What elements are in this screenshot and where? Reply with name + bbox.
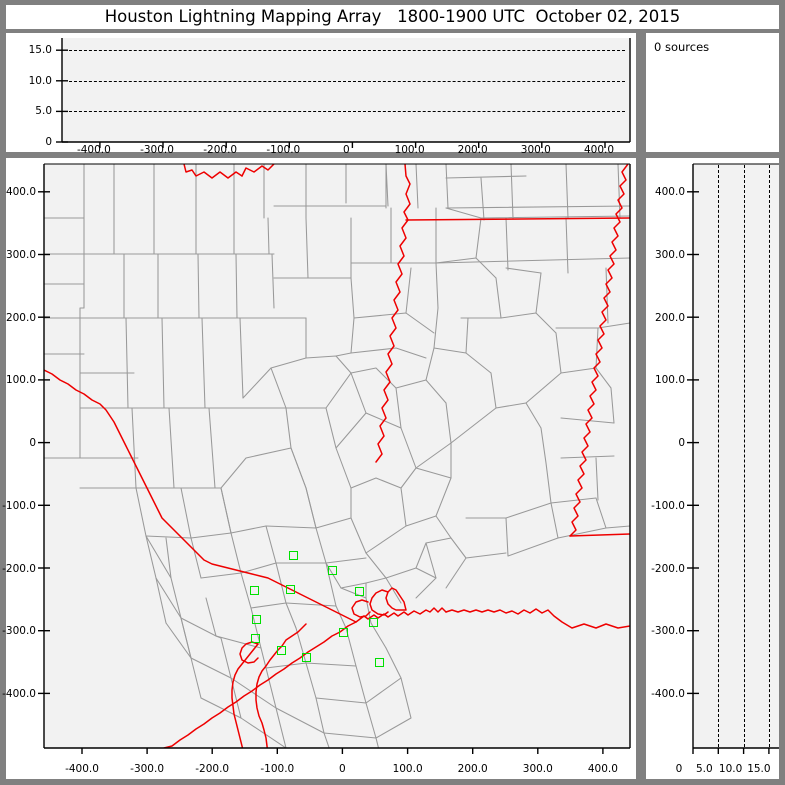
altitude-vs-y-panel[interactable]: 400.0 300.0 200.0 100.0 0 -100.0 -200.0 … bbox=[646, 158, 779, 779]
gridline-5 bbox=[718, 165, 720, 747]
lma-station-marker[interactable] bbox=[369, 618, 378, 627]
hist-ytick--100: -100.0 bbox=[651, 499, 685, 512]
hist-ytick-0: 0 bbox=[678, 437, 685, 450]
lma-station-marker[interactable] bbox=[355, 587, 364, 596]
hist-xtick-15: 15.0 bbox=[747, 763, 771, 775]
map-ytick-100: 100.0 bbox=[5, 374, 36, 387]
hist-ytick-300: 300.0 bbox=[654, 249, 685, 261]
map-xtick-0: 0 bbox=[339, 763, 346, 775]
xtick--200: -200.0 bbox=[203, 144, 238, 156]
source-count-panel[interactable]: 0 sources bbox=[646, 33, 779, 152]
xtick-200: 200.0 bbox=[457, 144, 488, 156]
lma-station-marker[interactable] bbox=[289, 551, 298, 560]
ytick-15: 15.0 bbox=[28, 44, 52, 57]
map-ytick-400: 400.0 bbox=[5, 186, 36, 199]
xtick--100: -100.0 bbox=[266, 144, 301, 156]
gridline-5 bbox=[69, 111, 625, 113]
map-ytick--300: -300.0 bbox=[2, 625, 36, 638]
altitude-vs-y-plot-area bbox=[687, 163, 779, 754]
lma-station-marker[interactable] bbox=[302, 653, 311, 662]
map-xtick-400: 400.0 bbox=[587, 763, 618, 775]
map-ytick--200: -200.0 bbox=[2, 562, 36, 575]
gridline-15 bbox=[69, 50, 625, 52]
xtick-400: 400.0 bbox=[583, 144, 615, 156]
hist-xtick-10: 10.0 bbox=[718, 763, 743, 775]
plan-view-map-panel[interactable]: 400.0 300.0 200.0 100.0 0 -100.0 -200.0 … bbox=[2, 158, 636, 779]
hist-ytick--200: -200.0 bbox=[651, 562, 685, 575]
map-xtick-100: 100.0 bbox=[392, 763, 423, 775]
map-xtick--300: -300.0 bbox=[130, 763, 165, 775]
lma-station-marker[interactable] bbox=[339, 628, 348, 637]
page-title: Houston Lightning Mapping Array 1800-190… bbox=[104, 7, 681, 26]
map-ytick-300: 300.0 bbox=[5, 249, 36, 261]
ytick-0: 0 bbox=[45, 136, 52, 148]
map-geometry bbox=[38, 163, 631, 754]
xtick-0: 0 bbox=[343, 144, 350, 156]
lma-station-marker[interactable] bbox=[252, 615, 261, 624]
lma-station-marker[interactable] bbox=[375, 658, 384, 667]
xtick--300: -300.0 bbox=[140, 144, 174, 156]
map-xtick--400: -400.0 bbox=[65, 763, 99, 775]
xtick-300: 300.0 bbox=[520, 144, 551, 156]
lma-station-marker[interactable] bbox=[328, 566, 337, 575]
ytick-10: 10.0 bbox=[28, 74, 52, 87]
hist-ytick-200: 200.0 bbox=[654, 311, 685, 324]
lma-station-marker[interactable] bbox=[286, 585, 295, 594]
altitude-vs-x-plot-area bbox=[56, 38, 631, 148]
hist-ytick--300: -300.0 bbox=[651, 625, 685, 638]
map-xtick-300: 300.0 bbox=[522, 763, 553, 775]
altitude-vs-x-panel[interactable]: 0 5.0 10.0 15.0 bbox=[6, 33, 636, 152]
xtick--400: -400.0 bbox=[76, 144, 111, 156]
map-ytick-0: 0 bbox=[29, 437, 36, 450]
gridline-10 bbox=[69, 80, 625, 82]
hist-ytick--400: -400.0 bbox=[651, 687, 685, 700]
hist-ytick-100: 100.0 bbox=[654, 374, 685, 387]
lma-station-marker[interactable] bbox=[277, 646, 286, 655]
map-ytick--400: -400.0 bbox=[2, 687, 36, 700]
hist-xtick-5: 5.0 bbox=[695, 763, 713, 775]
map-ytick-200: 200.0 bbox=[5, 311, 36, 324]
hist-ytick-400: 400.0 bbox=[654, 186, 685, 199]
title-bar: Houston Lightning Mapping Array 1800-190… bbox=[6, 5, 779, 29]
source-count-label: 0 sources bbox=[654, 40, 710, 54]
gridline-15 bbox=[768, 165, 770, 747]
lma-station-marker[interactable] bbox=[251, 634, 260, 643]
hist-xtick-0: 0 bbox=[675, 763, 683, 775]
map-xtick--200: -200.0 bbox=[195, 763, 230, 775]
xtick-100: 100.0 bbox=[394, 144, 425, 156]
map-xtick-200: 200.0 bbox=[457, 763, 488, 775]
ytick-5: 5.0 bbox=[35, 105, 52, 118]
gridline-10 bbox=[743, 165, 745, 747]
map-ytick--100: -100.0 bbox=[2, 499, 36, 512]
lma-station-marker[interactable] bbox=[250, 586, 259, 595]
map-xtick--100: -100.0 bbox=[260, 763, 295, 775]
